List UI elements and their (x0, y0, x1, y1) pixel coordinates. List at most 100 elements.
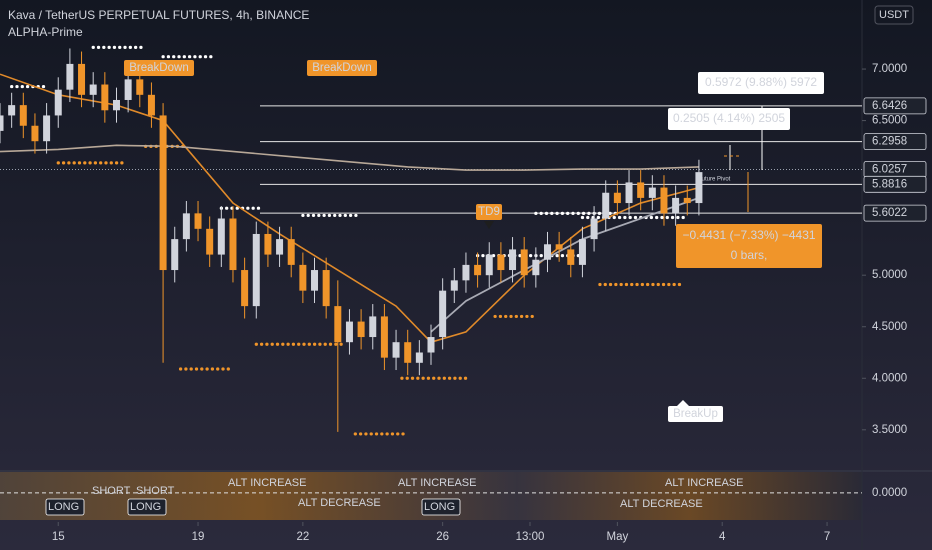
measure-box (698, 72, 824, 94)
candle-body (264, 233, 272, 255)
candle-body (462, 264, 470, 281)
candle-body (229, 218, 237, 271)
level-label: 6.6426 (872, 100, 907, 112)
y-tick-label: 0.0000 (872, 487, 907, 499)
candle-body (171, 239, 179, 271)
moving-average (430, 197, 700, 333)
candle-body (672, 197, 680, 214)
candle-body (241, 270, 249, 307)
signal-box (127, 498, 167, 516)
candle-body (625, 182, 633, 204)
signal-label: BreakDown (129, 62, 188, 74)
chart-title: Kava / TetherUS PERPETUAL FUTURES, 4h, B… (8, 8, 309, 22)
candle-body (578, 239, 586, 265)
candle-body (392, 342, 400, 358)
y-tick-label: 6.5000 (872, 115, 907, 127)
signal-badge (668, 406, 723, 422)
candle-body (567, 249, 575, 265)
pane-label: ALT INCREASE (398, 477, 476, 489)
level-label: 5.6022 (872, 207, 907, 219)
candle-body (101, 84, 109, 111)
candle-body (182, 213, 190, 240)
candle-body (555, 244, 563, 250)
candle-body (311, 270, 319, 291)
candle-body (380, 316, 388, 358)
candle-body (450, 280, 458, 291)
candle-body (369, 316, 377, 338)
pane-label: LONG (130, 501, 161, 513)
level-tag (863, 204, 927, 222)
moving-average (0, 144, 699, 171)
y-tick-label: 3.5000 (872, 424, 907, 436)
level-tag (863, 175, 927, 193)
candle-body (497, 254, 505, 271)
candle-body (0, 115, 4, 131)
candle-body (217, 218, 225, 255)
candle-body (648, 187, 656, 198)
measure-label: −0.4431 (−7.33%) −4431 (682, 228, 815, 242)
candle-body (252, 233, 260, 307)
pane-label: SHORT (92, 485, 131, 497)
candle-body (322, 270, 330, 307)
currency[interactable]: USDT (879, 9, 909, 21)
y-tick-label: 4.0000 (872, 372, 907, 384)
candle-body (78, 63, 86, 95)
signal-box (421, 498, 461, 516)
candle-body (415, 352, 423, 363)
breakup-arrow (677, 400, 689, 406)
signal-label: TD9 (478, 206, 500, 218)
signal-badge (307, 60, 377, 76)
candle-body (194, 213, 202, 229)
measure-box (668, 108, 790, 130)
candle-body (637, 182, 645, 198)
x-tick-label: 26 (436, 531, 449, 543)
measure-label: 0 bars, (731, 248, 768, 262)
level-tag (863, 97, 927, 115)
td9-arrow (484, 221, 494, 229)
candle-body (66, 63, 74, 90)
candle-body (439, 290, 447, 338)
candle-body (159, 115, 167, 271)
x-tick-label: 13:00 (516, 531, 545, 543)
candle-body (357, 321, 365, 338)
y-tick-label: 7.0000 (872, 63, 907, 75)
candle-body (532, 259, 540, 276)
candle-body (206, 228, 214, 255)
candle-body (590, 218, 598, 240)
pivot-label: Future Pivot (698, 177, 731, 183)
candle-body (427, 337, 435, 353)
candle-body (404, 342, 412, 363)
x-tick-label: 22 (296, 531, 309, 543)
y-tick-label: 4.5000 (872, 321, 907, 333)
signal-badge (476, 204, 502, 220)
candle-body (660, 187, 668, 214)
pane-label: ALT INCREASE (665, 477, 743, 489)
indicator-name: ALPHA-Prime (8, 25, 83, 39)
candle-body (509, 249, 517, 271)
candle-body (520, 249, 528, 276)
level-label: 6.2958 (872, 136, 907, 148)
x-tick-label: 7 (824, 531, 830, 543)
candle-body (276, 239, 284, 255)
x-tick-label: 15 (52, 531, 65, 543)
x-tick-label: 4 (719, 531, 726, 543)
candle-body (136, 79, 144, 95)
level-tag (863, 133, 927, 151)
candle-body (602, 192, 610, 219)
currency-box[interactable] (874, 5, 914, 25)
x-tick-label: 19 (192, 531, 205, 543)
candle-body (485, 254, 493, 276)
candle-body (613, 192, 621, 204)
pane-label: ALT DECREASE (620, 498, 703, 510)
x-tick-label: May (607, 531, 629, 543)
candle-body (8, 105, 16, 116)
y-tick-label: 5.0000 (872, 269, 907, 281)
candle-body (683, 197, 691, 204)
signal-badge (124, 60, 194, 76)
level-label: 5.8816 (872, 178, 907, 190)
candle-body (124, 79, 132, 100)
candle-body (345, 321, 353, 343)
candle-body (31, 125, 39, 142)
